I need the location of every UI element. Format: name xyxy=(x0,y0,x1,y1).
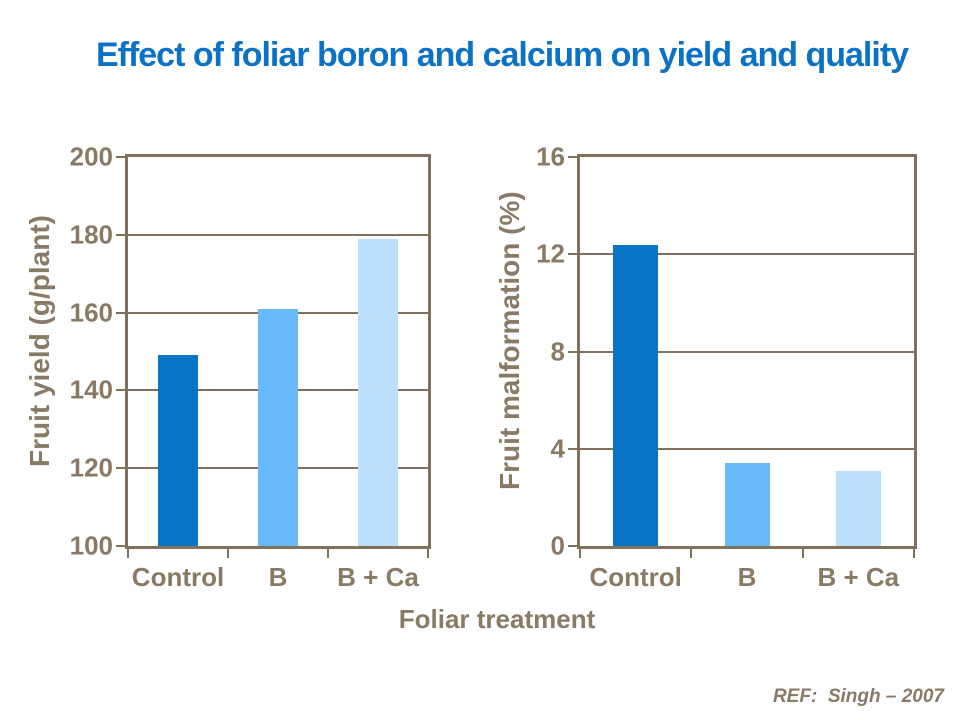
bar-b-ca xyxy=(358,238,398,546)
x-tick-mark xyxy=(327,549,329,558)
x-axis-title: Foliar treatment xyxy=(398,604,596,634)
x-tick-mark xyxy=(690,549,693,558)
y-tick-label: 120 xyxy=(69,452,113,483)
y-tick-label: 140 xyxy=(69,374,113,405)
y-tick-label: 200 xyxy=(69,141,113,172)
x-category-label: B xyxy=(737,562,757,592)
x-tick-mark xyxy=(913,549,915,558)
y-tick-mark xyxy=(116,311,125,314)
bar-b xyxy=(258,308,298,546)
bar-control xyxy=(158,355,198,546)
gridline xyxy=(580,447,914,450)
x-category-label: Control xyxy=(589,562,682,592)
y-tick-label: 160 xyxy=(69,297,113,328)
x-tick-mark xyxy=(579,549,581,558)
y-tick-mark xyxy=(116,467,125,470)
gridline xyxy=(128,233,428,236)
x-tick-mark xyxy=(127,549,129,558)
x-tick-mark xyxy=(801,549,804,558)
y-tick-label: 180 xyxy=(69,219,113,250)
y-tick-label: 8 xyxy=(550,336,565,366)
gridline xyxy=(580,253,914,256)
x-tick-mark xyxy=(227,549,229,558)
y-tick-mark xyxy=(568,253,577,256)
y-tick-mark xyxy=(568,350,577,353)
y-tick-label: 100 xyxy=(69,530,113,561)
y-axis-title-yield: Fruit yield (g/plant) xyxy=(24,215,55,467)
y-tick-mark xyxy=(116,233,125,236)
x-category-label: B + Ca xyxy=(817,562,900,592)
bar-b xyxy=(724,463,770,546)
y-tick-label: 4 xyxy=(550,433,565,464)
y-axis-title-malformation: Fruit malformation (%) xyxy=(494,191,525,491)
y-tick-label: 16 xyxy=(536,141,565,172)
x-category-label: B xyxy=(268,562,288,592)
x-category-label: B + Ca xyxy=(337,562,419,592)
y-tick-mark xyxy=(568,447,577,450)
plot-area-malformation: 0 4 8 12 16 Control B B + Ca xyxy=(536,142,917,592)
x-tick-mark xyxy=(427,549,429,558)
plot-area-yield: 100 120 140 160 180 200 Control B B + Ca xyxy=(70,142,431,592)
x-category-label: Control xyxy=(131,562,225,592)
bar-control xyxy=(613,244,659,546)
y-tick-mark xyxy=(568,545,577,547)
y-tick-mark xyxy=(568,156,577,158)
reference-text: REF: Singh – 2007 xyxy=(772,686,944,707)
gridline xyxy=(580,350,914,353)
slide-title: Effect of foliar boron and calcium on yi… xyxy=(95,36,909,74)
bar-b-ca xyxy=(835,470,881,546)
y-tick-mark xyxy=(116,545,125,547)
y-tick-label: 12 xyxy=(536,238,565,269)
y-tick-mark xyxy=(116,389,125,392)
y-tick-mark xyxy=(116,156,125,158)
y-tick-label: 0 xyxy=(550,530,565,561)
